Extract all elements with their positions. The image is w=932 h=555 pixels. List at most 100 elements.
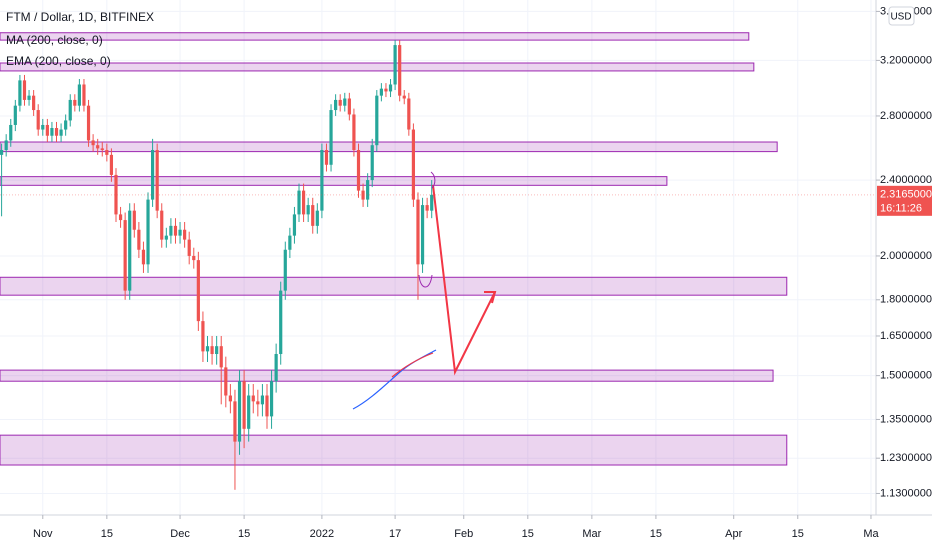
candle-body <box>9 124 13 141</box>
candle-body <box>297 190 301 215</box>
candle-body <box>311 205 315 226</box>
candle-body <box>283 249 287 291</box>
candle-body <box>402 95 406 99</box>
candle-body <box>32 95 36 111</box>
candle-body <box>288 235 292 250</box>
candle-body <box>178 229 182 236</box>
candle-body <box>100 148 104 150</box>
candle-body <box>183 229 187 240</box>
candle-body <box>334 99 338 111</box>
last-price-box <box>877 185 932 216</box>
candle-body <box>73 99 77 106</box>
candle-body <box>123 220 127 291</box>
currency[interactable]: USD <box>890 12 911 23</box>
candle-body <box>54 128 59 136</box>
candle-body <box>18 80 22 106</box>
candle-body <box>347 98 351 115</box>
candle-body <box>68 99 72 121</box>
candle-body <box>375 95 379 146</box>
currency-button[interactable] <box>888 6 915 26</box>
candle-body <box>398 45 402 96</box>
x-tick-label: Nov <box>33 528 53 540</box>
axes: 3.600000003.200000002.800000002.40000000… <box>33 5 932 540</box>
x-tick-label: 15 <box>101 528 113 540</box>
candle-body <box>201 321 205 352</box>
symbol-title: FTM / Dollar, 1D, BITFINEX <box>6 10 154 24</box>
candle-body <box>233 401 237 442</box>
y-tick-label: 1.23000000 <box>880 452 932 464</box>
red-arrow <box>432 184 496 376</box>
indicator: EMA (200, close, 0) <box>6 54 111 68</box>
candle-body <box>366 180 370 200</box>
candle-body <box>150 149 155 200</box>
candle-body <box>118 214 123 221</box>
y-tick-label: 3.20000000 <box>880 54 932 66</box>
grid <box>0 0 876 515</box>
candle-body <box>59 129 63 136</box>
candle-body <box>105 149 109 155</box>
candle-body <box>41 124 45 130</box>
candle-body <box>242 381 246 429</box>
candle-body <box>45 124 49 136</box>
indicator: MA (200, close, 0) <box>6 33 103 47</box>
y-tick-label: 1.80000000 <box>880 294 932 306</box>
candle-body <box>4 140 8 150</box>
candle-body <box>219 346 223 368</box>
candle-body <box>329 110 333 165</box>
candle-body <box>265 395 269 417</box>
y-tick-label: 2.00000000 <box>880 250 932 262</box>
x-tick-label: Feb <box>454 528 473 540</box>
x-tick-label: 17 <box>389 528 401 540</box>
candle-body <box>160 210 164 240</box>
x-tick-label: Dec <box>170 528 190 540</box>
candle-body <box>379 88 383 96</box>
candle-body <box>384 88 388 92</box>
y-tick-label: 2.80000000 <box>880 110 932 122</box>
candle-body <box>77 84 81 106</box>
candle-body <box>315 210 319 226</box>
candle-body <box>132 210 136 230</box>
scribble <box>430 171 436 189</box>
scribble <box>418 274 433 288</box>
candle-body <box>343 98 347 106</box>
candle-body <box>155 149 159 211</box>
candle-body <box>109 154 114 175</box>
candle-body <box>430 194 434 211</box>
candle-body <box>306 205 310 215</box>
candle-body <box>260 395 265 405</box>
candle-body <box>13 105 17 125</box>
y-tick-label: 2.40000000 <box>880 174 932 186</box>
candle-body <box>187 239 191 256</box>
zone <box>0 32 750 41</box>
candle-body <box>36 110 40 130</box>
candle-body <box>224 367 228 396</box>
zone <box>0 62 755 72</box>
zone <box>0 141 778 153</box>
candle-body <box>196 260 200 322</box>
candle-body <box>146 199 150 265</box>
zone <box>0 176 668 186</box>
candle-body <box>361 190 365 200</box>
candle-body <box>91 140 95 146</box>
candle-body <box>292 214 297 236</box>
candle-body <box>324 149 329 165</box>
zone <box>0 369 774 382</box>
candle-body <box>128 210 132 291</box>
candle-body <box>279 290 283 355</box>
candle-body <box>205 346 210 352</box>
candle-body <box>352 114 356 150</box>
zone <box>0 434 788 466</box>
x-tick-label: 15 <box>522 528 534 540</box>
candle-body <box>210 346 214 355</box>
candles <box>0 40 876 490</box>
candle-body <box>169 225 173 236</box>
arrow-head <box>484 291 497 304</box>
candle-body <box>215 346 219 355</box>
candle-body <box>356 149 361 191</box>
candle-body <box>370 145 374 181</box>
candle-body <box>173 225 178 236</box>
x-tick-label: 15 <box>238 528 250 540</box>
